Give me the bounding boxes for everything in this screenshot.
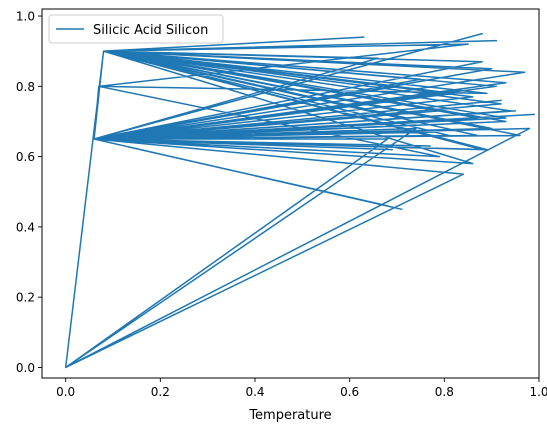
x-axis: 0.0 0.2 0.4 0.6 0.8 1.0 <box>56 378 547 399</box>
y-tick-label: 1.0 <box>16 10 35 24</box>
x-axis-label: Temperature <box>248 408 331 423</box>
y-tick-label: 0.4 <box>16 220 35 234</box>
y-tick-label: 0.0 <box>16 361 35 375</box>
y-tick-label: 0.2 <box>16 291 35 305</box>
x-tick-label: 0.8 <box>435 385 454 399</box>
x-tick-label: 0.2 <box>151 385 170 399</box>
legend: Silicic Acid Silicon <box>48 14 224 44</box>
y-tick-label: 0.6 <box>16 150 35 164</box>
x-tick-label: 0.0 <box>56 385 75 399</box>
legend-series-label: Silicic Acid Silicon <box>93 23 208 38</box>
legend-box <box>48 14 224 44</box>
x-tick-label: 1.0 <box>529 385 547 399</box>
y-axis: 0.0 0.2 0.4 0.6 0.8 1.0 <box>16 10 42 375</box>
x-tick-label: 0.6 <box>340 385 359 399</box>
y-tick-label: 0.8 <box>16 80 35 94</box>
series-line-0 <box>64 32 536 369</box>
axes-frame <box>41 8 540 379</box>
plot-area <box>64 32 536 369</box>
x-tick-label: 0.4 <box>245 385 264 399</box>
